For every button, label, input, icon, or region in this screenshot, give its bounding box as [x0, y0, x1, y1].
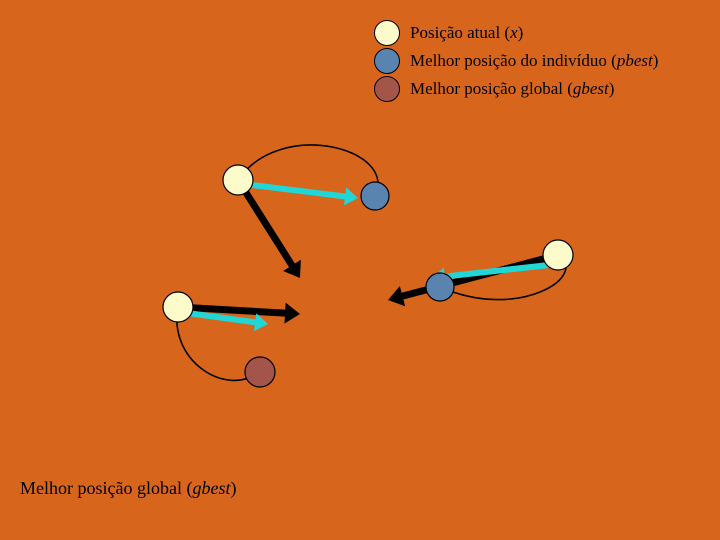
particle-node — [426, 273, 454, 301]
particle-node — [163, 292, 193, 322]
particle-node — [223, 165, 253, 195]
caption-text-prefix: Melhor posição global ( — [20, 478, 192, 498]
legend-swatch-icon — [374, 48, 400, 74]
caption-text-italic: gbest — [192, 478, 230, 498]
legend-item: Posição atual (x) — [374, 20, 658, 46]
vector-arrow — [244, 181, 358, 205]
legend-swatch-icon — [374, 20, 400, 46]
legend-item: Melhor posição do indivíduo (pbest) — [374, 48, 658, 74]
particle-node — [245, 357, 275, 387]
caption-gbest: Melhor posição global (gbest) — [20, 478, 236, 499]
diagram-canvas: Posição atual (x) Melhor posição do indiv… — [0, 0, 720, 540]
legend-swatch-icon — [374, 76, 400, 102]
legend-label: Melhor posição do indivíduo (pbest) — [410, 51, 658, 71]
legend-label: Posição atual (x) — [410, 23, 523, 43]
caption-text-suffix: ) — [230, 478, 236, 498]
legend: Posição atual (x) Melhor posição do indiv… — [374, 20, 658, 104]
particle-node — [361, 182, 389, 210]
legend-item: Melhor posição global (gbest) — [374, 76, 658, 102]
legend-label: Melhor posição global (gbest) — [410, 79, 614, 99]
particle-node — [543, 240, 573, 270]
